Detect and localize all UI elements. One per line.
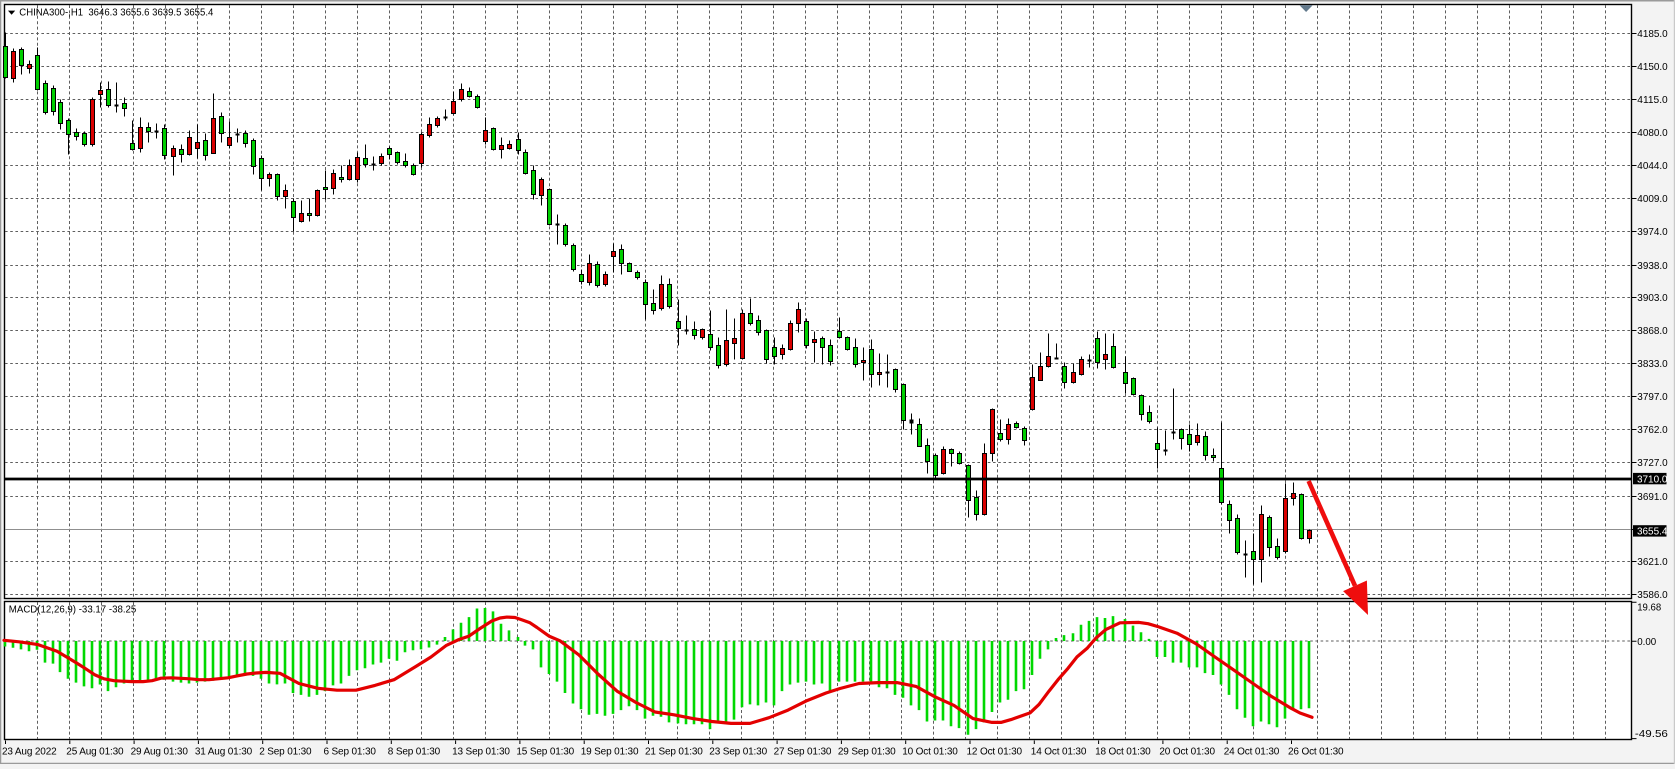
svg-text:27 Sep 01:30: 27 Sep 01:30	[774, 747, 832, 758]
svg-text:3938.0: 3938.0	[1637, 261, 1668, 272]
svg-text:4115.0: 4115.0	[1637, 95, 1668, 106]
svg-text:4185.0: 4185.0	[1637, 29, 1668, 40]
svg-text:31 Aug 01:30: 31 Aug 01:30	[195, 747, 253, 758]
svg-text:29 Sep 01:30: 29 Sep 01:30	[838, 747, 896, 758]
svg-text:3586.0: 3586.0	[1637, 590, 1668, 601]
svg-text:3621.0: 3621.0	[1637, 557, 1668, 568]
svg-text:6 Sep 01:30: 6 Sep 01:30	[324, 747, 377, 758]
svg-text:24 Oct 01:30: 24 Oct 01:30	[1224, 747, 1280, 758]
svg-text:3691.0: 3691.0	[1637, 492, 1668, 503]
svg-text:19.68: 19.68	[1637, 603, 1661, 614]
svg-text:CHINA300-,H1 3646.3 3655.6 36: CHINA300-,H1 3646.3 3655.6 3639.5 3655.4	[19, 8, 213, 19]
svg-text:13 Sep 01:30: 13 Sep 01:30	[452, 747, 510, 758]
svg-text:26 Oct 01:30: 26 Oct 01:30	[1288, 747, 1344, 758]
svg-text:25 Aug 01:30: 25 Aug 01:30	[66, 747, 124, 758]
svg-text:20 Oct 01:30: 20 Oct 01:30	[1159, 747, 1215, 758]
svg-text:3762.0: 3762.0	[1637, 425, 1668, 436]
svg-text:3710.0: 3710.0	[1637, 474, 1668, 485]
svg-text:2 Sep 01:30: 2 Sep 01:30	[259, 747, 312, 758]
svg-text:3974.0: 3974.0	[1637, 227, 1668, 238]
svg-text:4080.0: 4080.0	[1637, 128, 1668, 139]
svg-text:10 Oct 01:30: 10 Oct 01:30	[902, 747, 958, 758]
svg-text:3655.4: 3655.4	[1637, 527, 1668, 538]
svg-text:3868.0: 3868.0	[1637, 326, 1668, 337]
svg-text:4044.0: 4044.0	[1637, 161, 1668, 172]
svg-text:21 Sep 01:30: 21 Sep 01:30	[645, 747, 703, 758]
svg-text:4150.0: 4150.0	[1637, 62, 1668, 73]
svg-text:-49.56: -49.56	[1635, 729, 1668, 740]
svg-text:3903.0: 3903.0	[1637, 293, 1668, 304]
svg-text:23 Aug 2022: 23 Aug 2022	[2, 747, 57, 758]
svg-text:0.00: 0.00	[1637, 637, 1656, 648]
svg-text:29 Aug 01:30: 29 Aug 01:30	[131, 747, 189, 758]
svg-text:4009.0: 4009.0	[1637, 194, 1668, 205]
svg-text:14 Oct 01:30: 14 Oct 01:30	[1031, 747, 1087, 758]
svg-text:19 Sep 01:30: 19 Sep 01:30	[581, 747, 639, 758]
svg-text:MACD(12,26,9) -33.17 -38.25: MACD(12,26,9) -33.17 -38.25	[9, 605, 137, 616]
svg-text:12 Oct 01:30: 12 Oct 01:30	[967, 747, 1023, 758]
svg-text:18 Oct 01:30: 18 Oct 01:30	[1095, 747, 1151, 758]
svg-text:15 Sep 01:30: 15 Sep 01:30	[516, 747, 574, 758]
svg-text:3797.0: 3797.0	[1637, 392, 1668, 403]
svg-text:23 Sep 01:30: 23 Sep 01:30	[709, 747, 767, 758]
svg-text:8 Sep 01:30: 8 Sep 01:30	[388, 747, 441, 758]
svg-text:3833.0: 3833.0	[1637, 359, 1668, 370]
svg-text:3727.0: 3727.0	[1637, 458, 1668, 469]
